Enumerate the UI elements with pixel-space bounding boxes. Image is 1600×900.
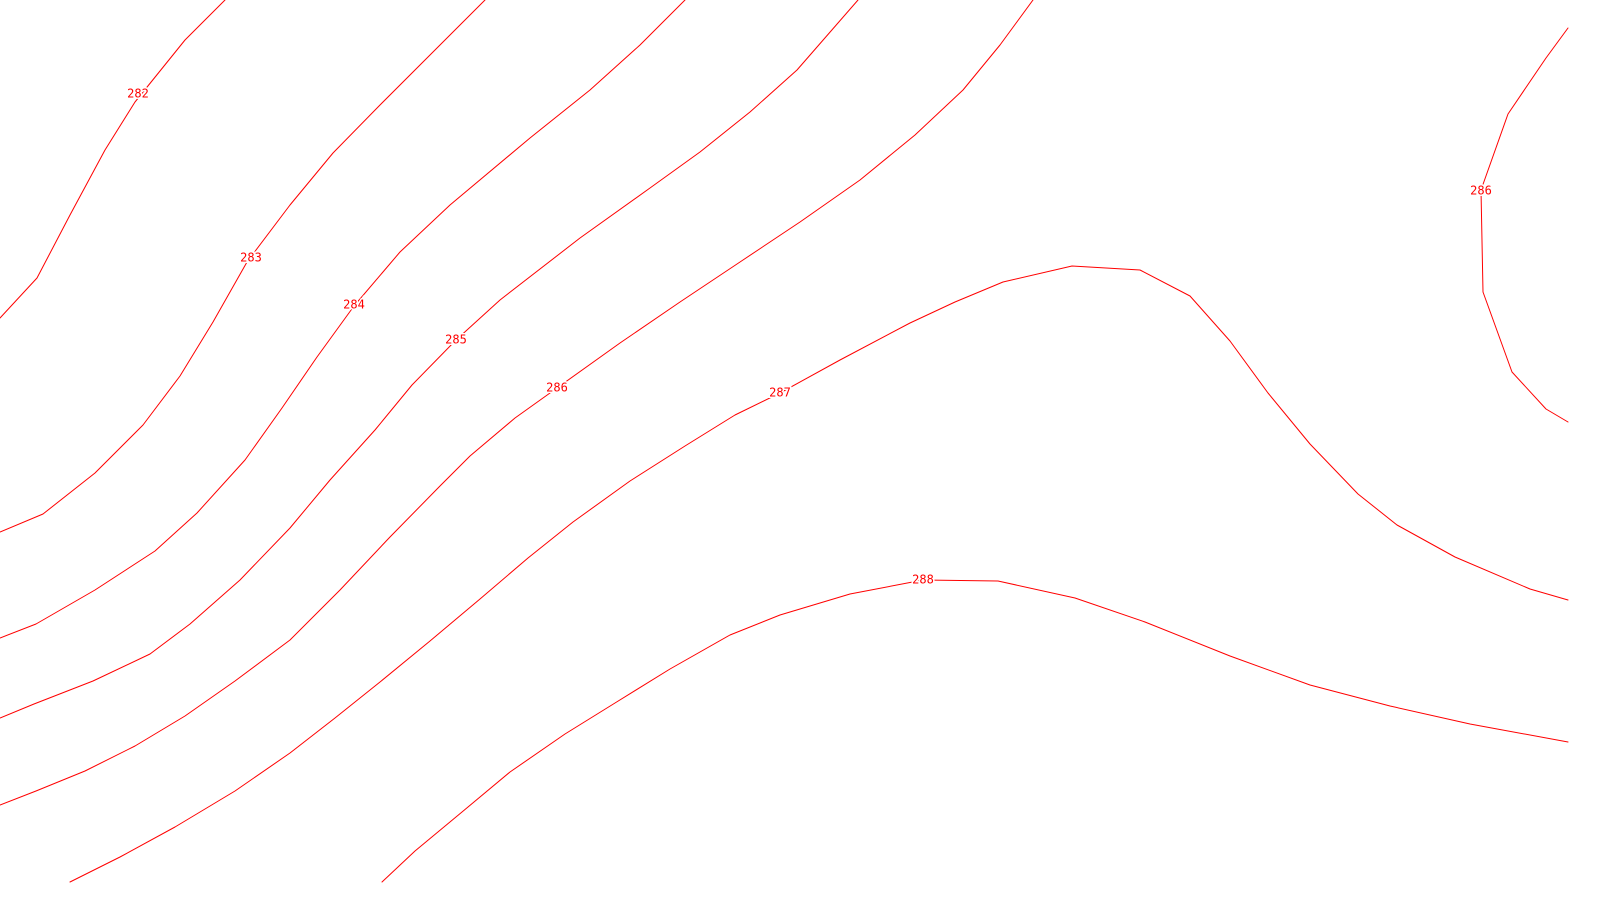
contour-label-288: 288 [912, 573, 934, 587]
contour-286-east: 286 [1469, 27, 1569, 423]
contour-286: 286 [0, 0, 1034, 806]
contour-label-283: 283 [240, 251, 262, 265]
contour-label-284: 284 [343, 298, 365, 312]
contour-288: 288 [381, 571, 1569, 883]
contour-line-282 [0, 0, 226, 319]
contour-line-284 [0, 0, 686, 639]
contour-284: 284 [0, 0, 686, 639]
contour-label-282: 282 [127, 87, 149, 101]
contour-label-285: 285 [445, 333, 467, 347]
contour-287: 287 [69, 265, 1569, 883]
contour-label-286-east: 286 [1470, 184, 1492, 198]
contour-line-287 [69, 265, 1569, 883]
contour-label-287: 287 [769, 386, 791, 400]
contour-line-283 [0, 0, 486, 533]
contour-line-286 [0, 0, 1034, 806]
contour-line-285 [0, 0, 859, 719]
contour-line-286-east [1480, 27, 1569, 423]
contour-282: 282 [0, 0, 226, 319]
contour-label-286: 286 [546, 381, 568, 395]
contour-283: 283 [0, 0, 486, 533]
contour-285: 285 [0, 0, 859, 719]
contour-line-288 [381, 579, 1569, 883]
